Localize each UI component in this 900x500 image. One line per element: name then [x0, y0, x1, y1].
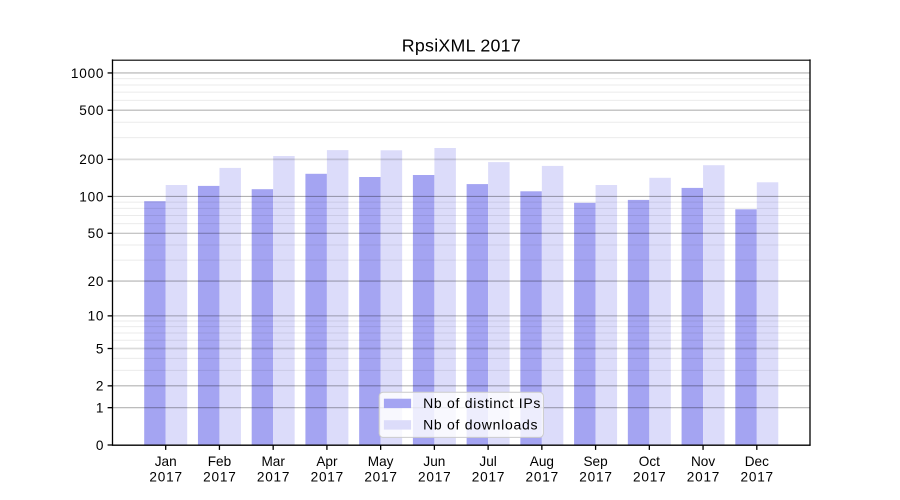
svg-text:100: 100 [79, 189, 104, 204]
svg-text:10: 10 [88, 309, 105, 324]
svg-text:2017: 2017 [687, 469, 720, 484]
svg-text:50: 50 [88, 226, 105, 241]
svg-text:2017: 2017 [203, 469, 236, 484]
svg-text:2017: 2017 [311, 469, 344, 484]
svg-text:Oct: Oct [639, 454, 660, 469]
svg-text:20: 20 [88, 274, 105, 289]
svg-text:Nov: Nov [691, 454, 715, 469]
svg-text:Apr: Apr [316, 454, 338, 469]
svg-text:RpsiXML 2017: RpsiXML 2017 [402, 36, 521, 56]
svg-text:2017: 2017 [418, 469, 451, 484]
svg-text:Jan: Jan [155, 454, 177, 469]
svg-text:2017: 2017 [364, 469, 397, 484]
svg-text:Jul: Jul [479, 454, 496, 469]
svg-text:Feb: Feb [208, 454, 231, 469]
svg-text:2017: 2017 [740, 469, 773, 484]
svg-text:5: 5 [96, 341, 104, 356]
svg-text:2017: 2017 [472, 469, 505, 484]
svg-text:Aug: Aug [530, 454, 554, 469]
svg-text:Nb of distinct IPs: Nb of distinct IPs [423, 395, 541, 411]
svg-text:Dec: Dec [745, 454, 769, 469]
svg-text:2017: 2017 [633, 469, 666, 484]
svg-text:Jun: Jun [423, 454, 445, 469]
svg-text:Nb of downloads: Nb of downloads [423, 416, 538, 432]
svg-text:0: 0 [96, 438, 104, 453]
svg-text:Mar: Mar [261, 454, 285, 469]
svg-text:2017: 2017 [257, 469, 290, 484]
svg-text:May: May [368, 454, 394, 469]
svg-text:1000: 1000 [71, 66, 104, 81]
svg-text:500: 500 [79, 103, 104, 118]
svg-text:2017: 2017 [149, 469, 182, 484]
svg-text:2017: 2017 [526, 469, 559, 484]
svg-text:2: 2 [96, 379, 104, 394]
svg-text:2017: 2017 [579, 469, 612, 484]
svg-text:200: 200 [79, 152, 104, 167]
svg-text:1: 1 [96, 400, 104, 415]
svg-text:Sep: Sep [583, 454, 607, 469]
